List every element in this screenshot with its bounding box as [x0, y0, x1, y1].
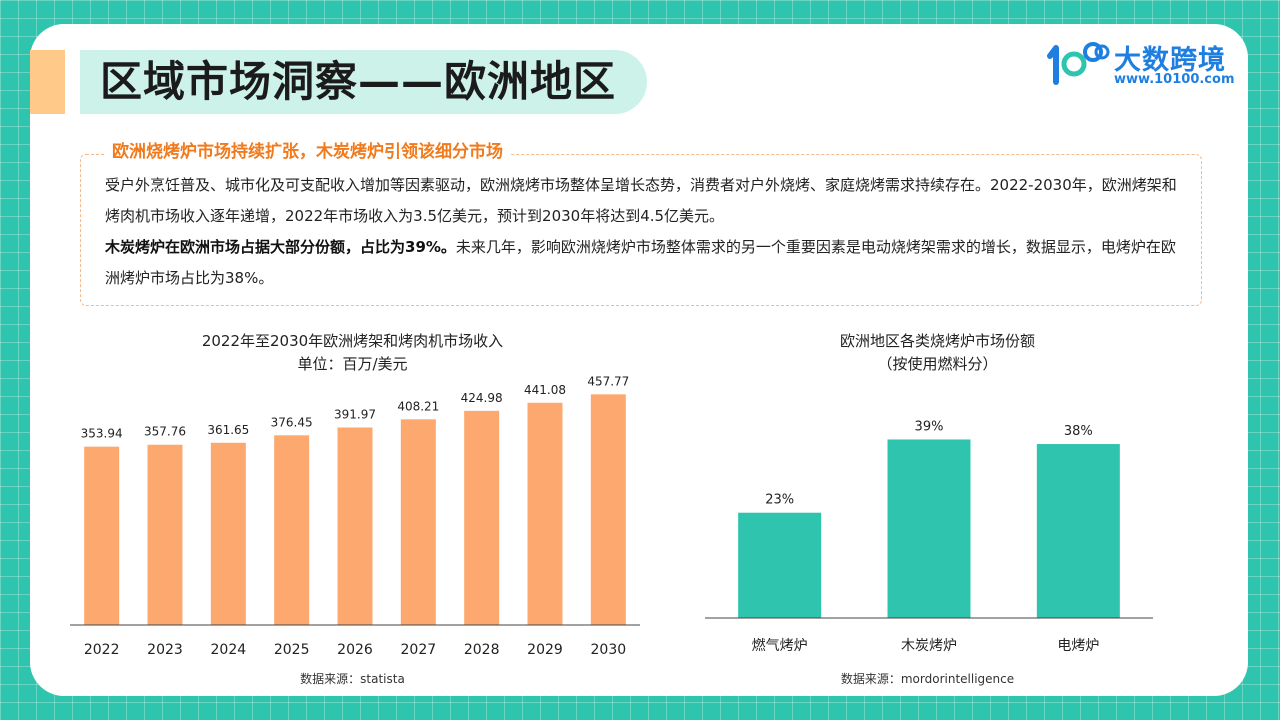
- chart1-bar: [274, 435, 310, 625]
- chart1-value-label: 361.65: [207, 423, 249, 437]
- chart1-bar: [400, 419, 436, 625]
- chart1-bar: [337, 427, 373, 625]
- fuel-share-bar-chart: 23% 燃气烤炉 39% 木炭烤炉 38% 电烤炉: [705, 419, 1153, 654]
- chart1-title-block: 2022年至2030年欧洲烤架和烤肉机市场收入 单位：百万/美元: [120, 330, 585, 376]
- chart1-source: 数据来源：statista: [300, 672, 405, 686]
- chart1-bar: [527, 402, 563, 625]
- chart2-category-label: 电烤炉: [1057, 638, 1099, 654]
- chart2-value-label: 23%: [765, 493, 794, 508]
- chart1-category-label: 2028: [464, 642, 500, 658]
- chart1-category-label: 2027: [401, 642, 437, 658]
- chart1-bar: [210, 442, 246, 625]
- chart1-title: 2022年至2030年欧洲烤架和烤肉机市场收入: [201, 332, 504, 350]
- chart2-bar: [887, 439, 971, 618]
- chart1-category-label: 2030: [591, 642, 627, 658]
- revenue-bar-chart: 353.94 2022 357.76 2023 361.65 2024 376.45 2025…: [70, 374, 640, 658]
- logo-mark-icon: [1047, 42, 1110, 85]
- chart2-subtitle: （按使用燃料分）: [877, 355, 998, 373]
- chart1-value-label: 353.94: [81, 427, 123, 441]
- chart1-value-label: 391.97: [334, 408, 376, 422]
- chart1-category-label: 2024: [211, 642, 247, 658]
- chart2-category-label: 木炭烤炉: [901, 638, 957, 654]
- chart1-category-label: 2025: [274, 642, 310, 658]
- chart1-bar: [464, 410, 500, 625]
- chart1-bar: [147, 444, 183, 625]
- chart1-value-label: 441.08: [524, 383, 566, 397]
- chart2-source: 数据来源：mordorintelligence: [840, 672, 1015, 686]
- brand-logo: 大数跨境 www.10100.com: [1044, 38, 1235, 92]
- chart2-bar: [1036, 444, 1120, 618]
- chart1-value-label: 357.76: [144, 425, 186, 439]
- chart1-bar: [84, 446, 120, 625]
- chart1-category-label: 2022: [84, 642, 120, 658]
- chart1-category-label: 2023: [147, 642, 183, 658]
- chart2-value-label: 39%: [915, 419, 944, 434]
- chart2-title: 欧洲地区各类烧烤炉市场份额: [839, 332, 1035, 350]
- insight-paragraph-2: 木炭烤炉在欧洲市场占据大部分份额，占比为39%。未来几年，影响欧洲烧烤炉市场整体…: [105, 232, 1185, 294]
- insight-paragraph-1: 受户外烹饪普及、城市化及可支配收入增加等因素驱动，欧洲烧烤市场整体呈增长态势，消…: [105, 176, 1177, 225]
- chart2-category-label: 燃气烤炉: [752, 637, 808, 654]
- chart1-category-label: 2029: [527, 642, 563, 658]
- logo-url: www.10100.com: [1114, 72, 1235, 87]
- chart1-value-label: 457.77: [587, 374, 629, 388]
- chart1-bar: [590, 394, 626, 625]
- chart1-value-label: 408.21: [397, 399, 439, 413]
- chart1-category-label: 2026: [337, 642, 373, 658]
- chart1-value-label: 376.45: [271, 415, 313, 429]
- page-title: 区域市场洞察——欧洲地区: [100, 57, 617, 106]
- chart2-bar: [738, 512, 822, 618]
- insight-box: [80, 154, 1202, 306]
- title-background: [80, 50, 647, 114]
- insight-paragraph-2-text: 未来几年，影响欧洲烧烤炉市场整体需求的另一个重要因素是电动烧烤架需求的增长，数据…: [105, 238, 1176, 287]
- chart2-title-block: 欧洲地区各类烧烤炉市场份额 （按使用燃料分）: [715, 330, 1160, 376]
- logo-name: 大数跨境: [1114, 45, 1226, 76]
- chart1-subtitle: 单位：百万/美元: [297, 355, 408, 373]
- chart1-value-label: 424.98: [461, 391, 503, 405]
- title-accent-bar: [30, 50, 65, 114]
- chart2-value-label: 38%: [1064, 424, 1093, 439]
- insight-heading: 欧洲烧烤炉市场持续扩张，木炭烤炉引领该细分市场: [104, 141, 511, 163]
- insight-paragraph-2-bold: 木炭烤炉在欧洲市场占据大部分份额，占比为39%。: [105, 238, 456, 256]
